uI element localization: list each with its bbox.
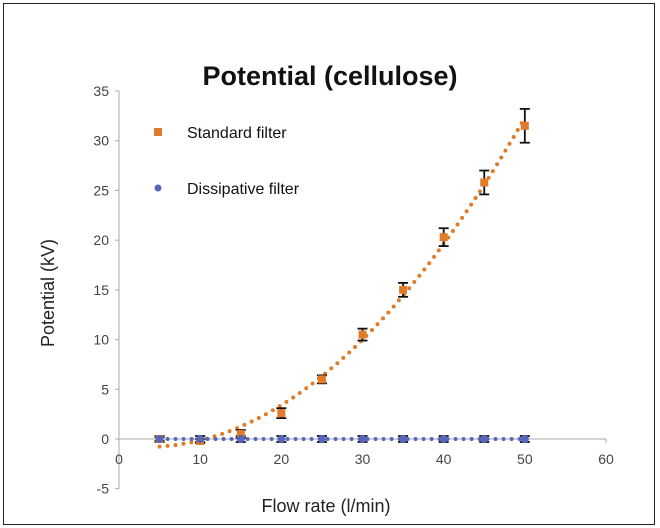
x-tick-label: 0 <box>115 451 123 467</box>
x-tick-label: 50 <box>517 451 533 467</box>
point-dissipative-filter <box>480 435 489 443</box>
y-tick-label: 0 <box>101 431 109 447</box>
point-standard-filter <box>358 330 367 339</box>
axes: -5 0 5 10 15 20 25 30 35 0 10 20 30 40 50 60 <box>93 83 614 497</box>
point-standard-filter <box>520 121 529 130</box>
legend-label: Standard filter <box>187 125 287 142</box>
x-tick-label: 40 <box>436 451 452 467</box>
legend-label: Dissipative filter <box>187 181 300 198</box>
x-tick-label: 20 <box>274 451 290 467</box>
x-tick-label: 10 <box>192 451 208 467</box>
legend: Standard filter Dissipative filter <box>154 125 300 198</box>
legend-marker-standard <box>154 128 162 136</box>
data-points <box>155 121 529 445</box>
point-standard-filter <box>439 233 448 242</box>
y-tick-label: 25 <box>93 182 109 198</box>
point-dissipative-filter <box>317 435 326 443</box>
y-axis-label: Potential (kV) <box>38 239 58 347</box>
chart-svg: Potential (cellulose) -5 0 5 10 15 20 25 30 35 0 1… <box>38 61 614 516</box>
y-tick-label: 20 <box>93 232 109 248</box>
trend-lines <box>157 115 527 449</box>
y-tick-label: 15 <box>93 282 109 298</box>
x-tick-label: 60 <box>598 451 614 467</box>
point-dissipative-filter <box>277 435 286 443</box>
point-standard-filter <box>317 375 326 384</box>
point-standard-filter <box>236 430 245 439</box>
trend-line-standard <box>157 115 527 449</box>
point-dissipative-filter <box>439 435 448 443</box>
x-tick-label: 30 <box>355 451 371 467</box>
y-tick-label: 5 <box>101 381 109 397</box>
point-standard-filter <box>277 409 286 418</box>
legend-marker-dissipative <box>154 184 162 192</box>
error-bars <box>154 107 530 444</box>
point-dissipative-filter <box>236 435 245 443</box>
point-dissipative-filter <box>358 435 367 443</box>
y-tick-label: 10 <box>93 332 109 348</box>
point-standard-filter <box>480 178 489 187</box>
point-dissipative-filter <box>196 435 205 443</box>
x-axis-label: Flow rate (l/min) <box>261 496 390 516</box>
y-tick-label: 35 <box>93 83 109 99</box>
point-dissipative-filter <box>399 435 408 443</box>
point-dissipative-filter <box>155 435 164 443</box>
y-tick-label: -5 <box>97 481 110 497</box>
y-tick-label: 30 <box>93 133 109 149</box>
point-dissipative-filter <box>520 435 529 443</box>
chart-frame: Potential (cellulose) -5 0 5 10 15 20 25 30 35 0 1… <box>3 3 655 525</box>
point-standard-filter <box>399 285 408 294</box>
chart-title: Potential (cellulose) <box>202 61 457 91</box>
